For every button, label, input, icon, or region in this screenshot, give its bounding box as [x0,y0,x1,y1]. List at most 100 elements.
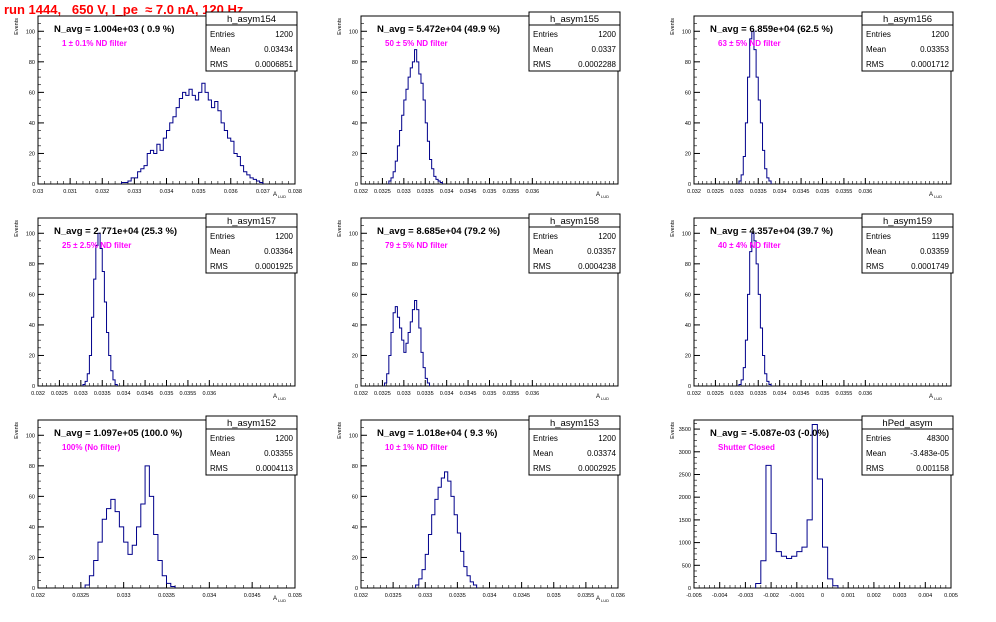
x-axis-label-subscript: LUD [278,396,286,401]
y-axis-label: Events [337,18,343,35]
histogram-line [388,49,443,184]
stats-mean-label: Mean [210,45,230,54]
stats-entries-value: 1200 [598,434,616,443]
y-axis-label: Events [14,220,20,237]
stats-entries-value: 1200 [931,30,949,39]
y-tick-label: 100 [682,29,691,35]
histogram-panel-h_asym155: 0 20 40 60 80 100 0.032 0.0325 0.033 0.0335 0.034 0… [337,11,621,199]
y-axis-label: Events [670,220,676,237]
stats-rms-label: RMS [210,464,228,473]
y-axis-label: Events [14,422,20,439]
histogram-panel-h_asym157: 0 20 40 60 80 100 0.032 0.0325 0.033 0.0335 0.034 0… [14,213,298,401]
x-tick-label: 0.034 [160,189,174,195]
x-tick-label: -0.002 [763,593,779,599]
x-axis-label: A [596,192,600,198]
stats-box [205,415,298,476]
x-tick-label: 0.034 [440,189,454,195]
x-tick-label: 0.005 [944,593,958,599]
y-tick-label: 0 [355,182,358,188]
x-tick-label: 0.0325 [707,189,724,195]
y-tick-label: 0 [32,182,35,188]
y-axis-label: Events [670,18,676,35]
x-tick-label: 0.032 [31,391,45,397]
x-axis-label-subscript: LUD [934,396,942,401]
x-tick-label: 0.035 [160,391,174,397]
y-tick-label: 0 [688,182,691,188]
y-tick-label: 100 [26,29,35,35]
stats-hist-name: h_asym154 [227,14,276,25]
filter-label: 1 ± 0.1% ND filter [62,39,127,48]
x-tick-label: 0.0335 [417,189,434,195]
stats-entries-value: 1200 [275,232,293,241]
stats-entries-value: 1200 [598,30,616,39]
stats-box [861,213,954,274]
stats-hist-name: h_asym159 [883,216,932,227]
stats-mean-label: Mean [866,45,886,54]
y-tick-label: 20 [685,151,691,157]
y-tick-label: 500 [682,563,691,569]
x-tick-label: 0.0335 [158,593,175,599]
y-tick-label: 40 [29,525,35,531]
y-tick-label: 0 [355,586,358,592]
y-axis-label: Events [670,422,676,439]
histogram-line [384,299,431,386]
y-tick-label: 80 [685,60,691,66]
x-tick-label: 0.036 [202,391,216,397]
stats-mean-value: 0.03374 [587,449,616,458]
y-tick-label: 3000 [679,450,691,456]
x-tick-label: 0.034 [483,593,497,599]
y-tick-label: 100 [349,29,358,35]
stats-box [205,213,298,274]
y-tick-label: 40 [352,121,358,127]
x-tick-label: 0.033 [397,189,411,195]
x-tick-label: 0.0345 [137,391,154,397]
stats-rms-label: RMS [210,60,228,69]
stats-rms-value: 0.0004113 [256,464,294,473]
y-tick-label: 100 [349,433,358,439]
x-tick-label: 0.032 [95,189,109,195]
x-tick-label: -0.001 [789,593,805,599]
x-axis-label: A [929,394,933,400]
y-tick-label: 0 [688,384,691,390]
y-tick-label: 40 [352,525,358,531]
y-tick-label: 100 [26,433,35,439]
x-tick-label: 0 [821,593,824,599]
x-axis-label-subscript: LUD [934,194,942,199]
stats-hist-name: h_asym156 [883,14,932,25]
x-tick-label: 0.0325 [374,391,391,397]
x-tick-label: 0.032 [687,391,701,397]
x-axis-label-subscript: LUD [601,194,609,199]
y-tick-label: 100 [26,231,35,237]
y-tick-label: 60 [685,90,691,96]
stats-rms-value: 0.001158 [916,464,949,473]
stats-rms-value: 0.0001712 [911,60,949,69]
x-tick-label: 0.036 [525,189,539,195]
x-tick-label: 0.003 [893,593,907,599]
stats-hist-name: h_asym155 [550,14,599,25]
x-tick-label: 0.002 [867,593,881,599]
x-tick-label: 0.0345 [460,391,477,397]
x-tick-label: 0.032 [354,593,368,599]
navg-label: N_avg = 8.685e+04 (79.2 %) [377,226,500,237]
navg-label: N_avg = 6.859e+04 (62.5 %) [710,24,833,35]
stats-entries-label: Entries [210,232,235,241]
y-tick-label: 80 [685,262,691,268]
stats-mean-value: 0.03353 [920,45,949,54]
x-tick-label: 0.036 [858,391,872,397]
stats-rms-value: 0.0001925 [255,262,293,271]
x-tick-label: 0.035 [547,593,561,599]
y-tick-label: 60 [29,292,35,298]
stats-rms-label: RMS [866,262,884,271]
y-tick-label: 1500 [679,518,691,524]
x-tick-label: 0.0355 [836,391,853,397]
x-axis-label-subscript: LUD [278,194,286,199]
stats-rms-label: RMS [866,464,884,473]
filter-label: 10 ± 1% ND filter [385,443,448,452]
x-tick-label: 0.03 [33,189,44,195]
x-tick-label: 0.031 [63,189,77,195]
x-tick-label: 0.033 [127,189,141,195]
x-tick-label: 0.033 [730,189,744,195]
y-tick-label: 60 [29,494,35,500]
y-tick-label: 80 [352,464,358,470]
x-tick-label: 0.035 [816,391,830,397]
